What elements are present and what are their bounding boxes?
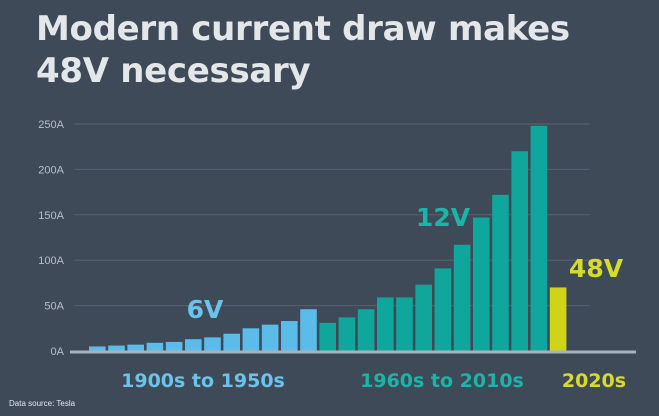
bar-6v	[223, 333, 240, 351]
bar-12v	[319, 322, 336, 351]
bar-6v	[300, 309, 317, 351]
bar-12v	[492, 194, 509, 351]
voltage-label-12v: 12V	[416, 203, 471, 232]
bar-6v	[281, 321, 298, 351]
y-tick-label: 50A	[44, 301, 64, 313]
bar-6v	[242, 328, 260, 351]
y-tick-label: 150A	[38, 210, 64, 222]
bar-12v	[434, 268, 452, 351]
bar-6v	[146, 342, 164, 351]
y-tick-label: 100A	[38, 255, 64, 267]
era-label: 1960s to 2010s	[360, 370, 524, 392]
bar-12v	[453, 244, 471, 351]
voltage-label-48v: 48V	[569, 254, 624, 283]
bar-6v	[89, 346, 106, 351]
bar-12v	[473, 217, 490, 351]
bar-12v	[530, 125, 548, 351]
bar-12v	[357, 309, 375, 351]
bar-6v	[185, 339, 202, 351]
title-line-1: Modern current draw makes	[36, 9, 570, 49]
data-source-note: Data source: Tesla	[9, 399, 76, 408]
chart-title: Modern current draw makes 48V necessary	[36, 8, 636, 92]
era-label: 2020s	[562, 370, 626, 392]
bar-12v	[338, 317, 356, 351]
bar-6v	[127, 344, 144, 351]
bar-12v	[396, 297, 413, 351]
bar-12v	[511, 151, 528, 351]
bar-6v	[165, 341, 183, 351]
bar-12v	[377, 297, 394, 351]
y-tick-label: 250A	[38, 119, 64, 131]
voltage-label-6v: 6V	[187, 295, 224, 324]
bar-12v	[415, 284, 432, 351]
bar-6v	[108, 345, 125, 351]
era-label: 1900s to 1950s	[121, 370, 285, 392]
bar-48v	[549, 287, 567, 351]
title-line-2: 48V necessary	[36, 51, 311, 91]
y-tick-label: 200A	[38, 164, 64, 176]
y-tick-label: 0A	[51, 346, 65, 358]
bar-6v	[261, 324, 279, 351]
bar-6v	[204, 337, 221, 351]
